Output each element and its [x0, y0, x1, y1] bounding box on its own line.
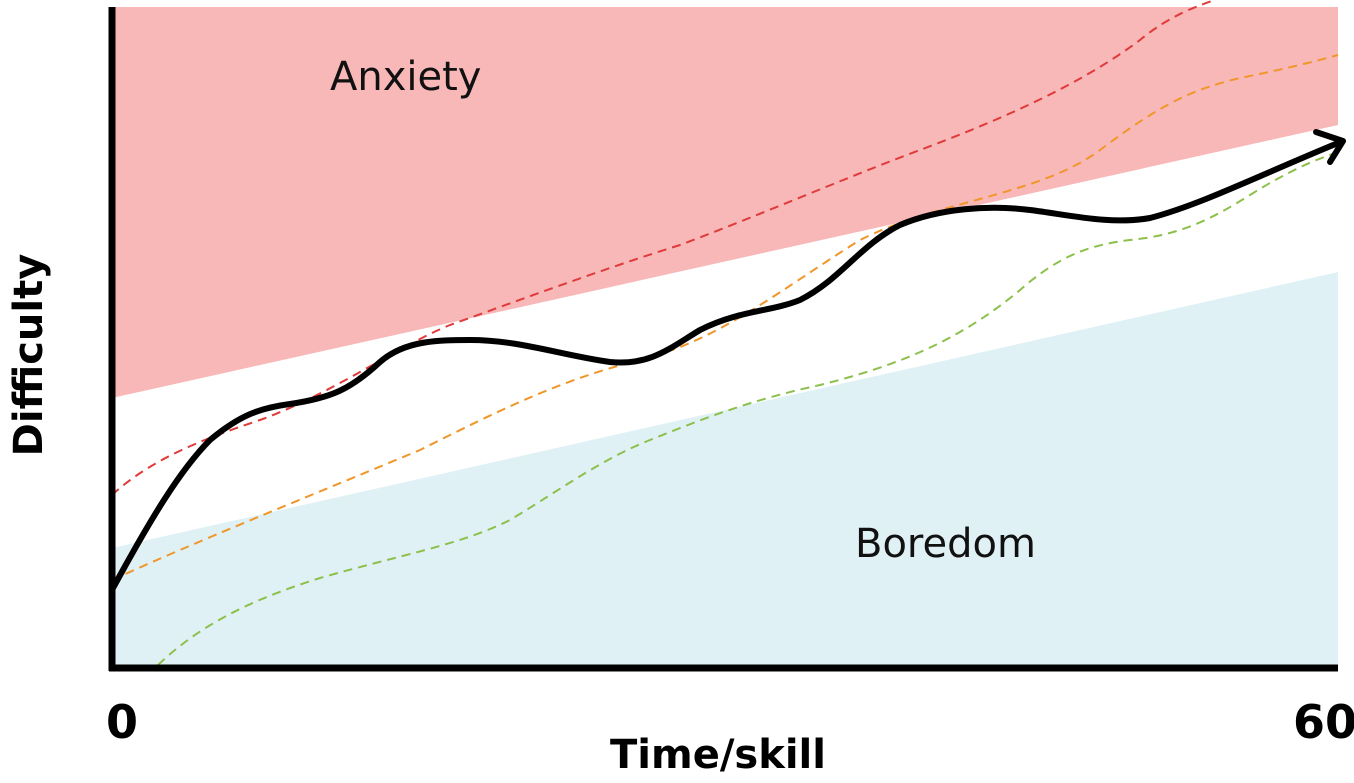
orange-dashed-path [111, 54, 1339, 581]
x-end-tick-label: 60 [1293, 695, 1354, 749]
boredom-zone [112, 272, 1338, 668]
y-axis-title: Difficulty [6, 254, 52, 457]
boredom-label: Boredom [855, 521, 1036, 567]
red-dashed-path [111, 0, 1216, 496]
main-flow-path [109, 140, 1341, 593]
x-start-tick-label: 0 [106, 695, 138, 749]
green-dashed-path [157, 151, 1339, 666]
x-axis-title: Time/skill [610, 732, 826, 778]
anxiety-label: Anxiety [330, 54, 481, 100]
arrow-head [1313, 129, 1346, 165]
anxiety-zone [112, 7, 1338, 398]
